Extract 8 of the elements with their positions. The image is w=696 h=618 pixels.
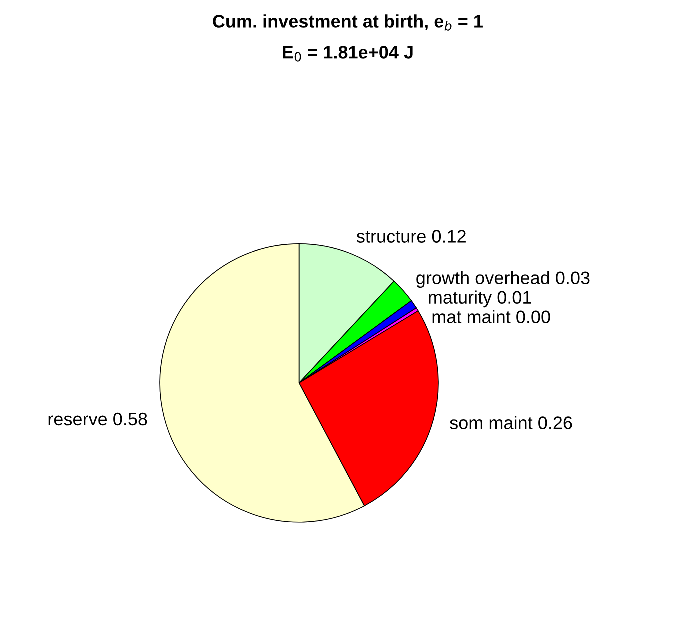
slice-label: reserve 0.58 <box>48 412 148 426</box>
chart-title: Cum. investment at birth, e$_{b}$ = 1 <box>213 14 483 31</box>
slice-label: mat maint 0.00 <box>432 310 550 324</box>
slice-label: growth overhead 0.03 <box>416 271 590 288</box>
slice-label: som maint 0.26 <box>450 416 572 430</box>
chart-subtitle: E$_{0}$ = 1.81e+04 J <box>283 46 413 62</box>
slice-label: maturity 0.01 <box>429 290 532 308</box>
slice-label: structure 0.12 <box>356 230 466 243</box>
